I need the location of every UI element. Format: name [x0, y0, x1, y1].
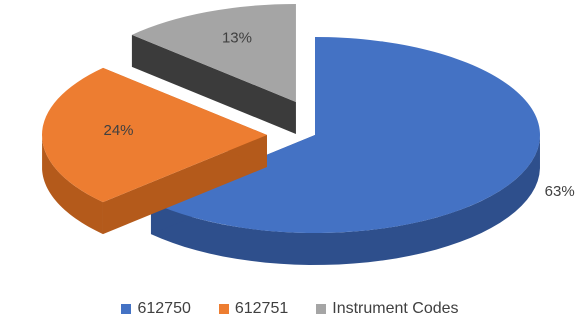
legend-item-612751: 612751	[218, 300, 289, 318]
pie-slice-612751	[41, 67, 267, 235]
legend-swatch	[218, 304, 229, 314]
pie-chart-plot: 63% 24% 13%	[41, 3, 575, 265]
pie-slice-612750	[150, 37, 541, 265]
data-label: 13%	[222, 30, 252, 47]
pie-slice-side	[150, 136, 540, 265]
legend-label: 612750	[137, 300, 191, 317]
data-label: 24%	[103, 122, 133, 139]
legend-item-612750: 612750	[121, 300, 191, 318]
pie-slice-wall	[131, 34, 296, 134]
chart-legend: 612750 612751 Instrument Codes	[0, 300, 580, 318]
data-label: 63%	[545, 183, 575, 200]
pie-slice-top	[131, 3, 296, 102]
pie-slice-side	[42, 137, 103, 235]
legend-label: Instrument Codes	[332, 300, 459, 317]
pie-slice-instrument-codes	[131, 3, 296, 134]
legend-item-instrument-codes: Instrument Codes	[316, 300, 459, 318]
legend-swatch	[316, 304, 327, 314]
pie-slice-top	[150, 37, 541, 233]
legend-label: 612751	[234, 300, 289, 317]
pie-slice-wall	[102, 135, 267, 235]
legend-swatch	[121, 304, 132, 314]
pie-slice-top	[41, 67, 267, 203]
